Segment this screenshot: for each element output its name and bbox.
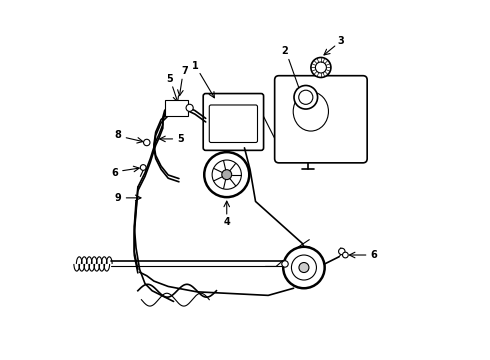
Text: 1: 1 [192,61,198,71]
Text: 4: 4 [223,217,230,227]
Text: 6: 6 [370,250,377,260]
FancyBboxPatch shape [203,94,264,150]
Circle shape [292,255,317,280]
Text: 9: 9 [115,193,122,203]
Polygon shape [165,100,188,116]
Circle shape [343,252,348,258]
Circle shape [144,139,150,146]
Circle shape [186,104,193,111]
Circle shape [204,152,249,197]
Circle shape [339,248,345,255]
Circle shape [316,62,326,73]
Circle shape [140,165,146,170]
Text: 2: 2 [281,46,288,57]
Text: 3: 3 [337,36,344,46]
Text: 6: 6 [111,168,118,178]
Circle shape [282,261,288,267]
Text: 5: 5 [177,134,184,144]
Circle shape [222,170,232,180]
FancyBboxPatch shape [209,105,258,143]
Circle shape [294,85,318,109]
Text: 8: 8 [115,130,122,140]
Circle shape [283,247,325,288]
Circle shape [212,160,242,189]
Circle shape [311,58,331,77]
Text: 7: 7 [181,66,188,76]
FancyBboxPatch shape [275,76,367,163]
Text: 5: 5 [167,74,173,84]
Circle shape [299,262,309,273]
Circle shape [299,90,313,104]
Ellipse shape [293,92,328,131]
